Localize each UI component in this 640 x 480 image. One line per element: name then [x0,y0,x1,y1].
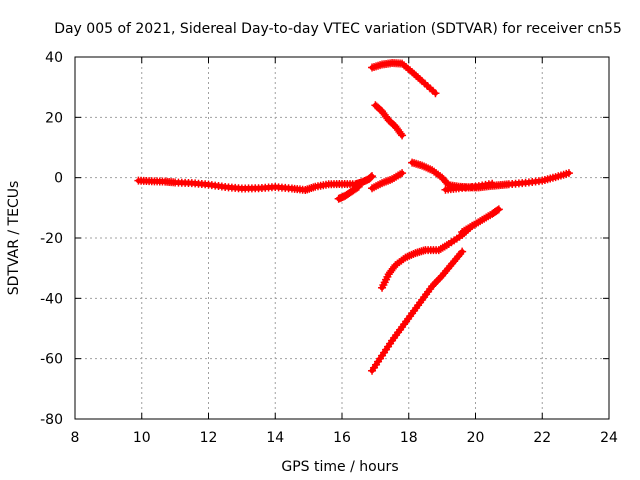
x-tick-label: 14 [266,430,284,446]
data-point [368,172,377,181]
y-tick-label: 40 [45,50,63,66]
data-series [134,59,573,375]
series-10 [368,247,467,375]
series-9 [378,221,477,292]
series-1 [134,172,377,195]
series-7 [441,179,497,194]
chart-title: Day 005 of 2021, Sidereal Day-to-day VTE… [54,21,622,37]
series-trace [369,249,465,374]
y-tick-label: 0 [54,171,63,187]
y-tick-label: -40 [40,291,63,307]
data-point [488,179,497,188]
y-axis-label: SDTVAR / TECUs [6,181,22,296]
y-tick-label: -60 [40,352,63,368]
x-tick-label: 22 [533,430,551,446]
x-tick-label: 10 [133,430,151,446]
x-tick-label: 18 [400,430,418,446]
x-tick-label: 20 [467,430,485,446]
data-point [431,89,440,98]
x-tick-label: 16 [333,430,351,446]
x-tick-label: 12 [200,430,218,446]
data-point [354,182,363,191]
data-point [494,205,503,214]
series-2 [334,182,363,203]
data-point [468,221,477,230]
data-point [493,206,502,215]
y-tick-label: -20 [40,231,63,247]
data-point [353,183,362,192]
series-3 [368,169,407,193]
data-point [398,169,407,178]
data-point [458,247,467,256]
y-tick-label: -80 [40,412,63,428]
data-point [398,131,407,140]
x-axis-label: GPS time / hours [281,459,398,475]
series-5 [368,59,440,98]
x-tick-label: 24 [600,430,618,446]
series-4 [371,101,407,140]
axis-ticks: 8 10 12 14 16 18 20 22 24 -80 -60 -40 -20 0 20 40 [40,50,618,446]
y-tick-label: 20 [45,110,63,126]
data-point [564,169,573,178]
x-tick-label: 8 [71,430,80,446]
grid-lines [75,57,609,419]
plot-frame [74,56,610,420]
data-point [396,129,405,138]
